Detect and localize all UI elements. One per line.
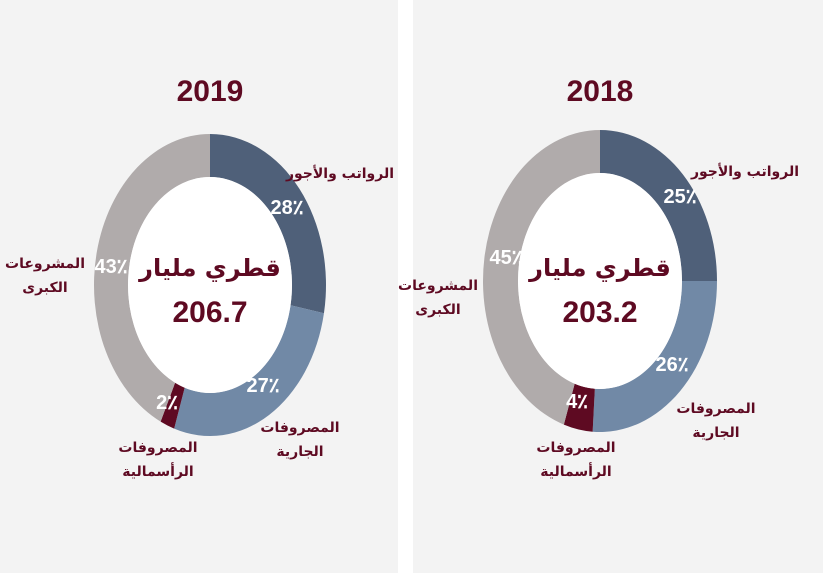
donut-segment: [160, 382, 185, 429]
data-label: 26٪: [656, 354, 689, 376]
data-label: 27٪: [247, 375, 280, 397]
chart-title: 2019: [177, 75, 244, 108]
center-total-value: 203.2: [562, 296, 637, 329]
data-label: 4٪: [566, 391, 588, 413]
category-label: المصروفات الرأسمالية: [118, 440, 197, 480]
donut-segment: [483, 130, 600, 425]
center-unit-label: قطري مليار: [528, 254, 671, 282]
donut-chart-2018: 2018 قطري مليار 203.2 25٪ 26٪ 4٪ 45٪ الرواتب وا…: [398, 75, 799, 480]
data-label: 25٪: [664, 186, 697, 208]
data-label: 2٪: [156, 392, 178, 414]
donut-hole: [518, 173, 682, 389]
donut-segment: [592, 281, 717, 432]
category-label: المصروفات الرأسمالية: [536, 440, 615, 480]
donut-hole: [128, 177, 292, 393]
center-total-value: 206.7: [172, 296, 247, 329]
data-label: 43٪: [95, 256, 128, 278]
donut-segment: [600, 130, 717, 281]
donut-segment: [94, 133, 210, 422]
category-label: الرواتب والأجور: [285, 165, 394, 182]
category-label: المشروعات الكبرى: [5, 256, 85, 296]
chart-title: 2018: [567, 75, 634, 108]
donut-segment: [210, 134, 326, 314]
category-label: المصروفات الجارية: [260, 420, 339, 460]
donut-segment: [174, 305, 324, 436]
data-label: 28٪: [271, 197, 304, 219]
center-unit-label: قطري مليار: [138, 254, 281, 282]
data-label: 45٪: [490, 247, 523, 269]
donut-chart-2019: 2019 قطري مليار 206.7 28٪ 27٪ 2٪ 43٪ الرواتب وا…: [5, 75, 394, 480]
category-label: الرواتب والأجور: [690, 163, 799, 180]
donut-segment: [563, 383, 595, 432]
category-label: المصروفات الجارية: [676, 401, 755, 441]
category-label: المشروعات الكبرى: [398, 278, 478, 318]
